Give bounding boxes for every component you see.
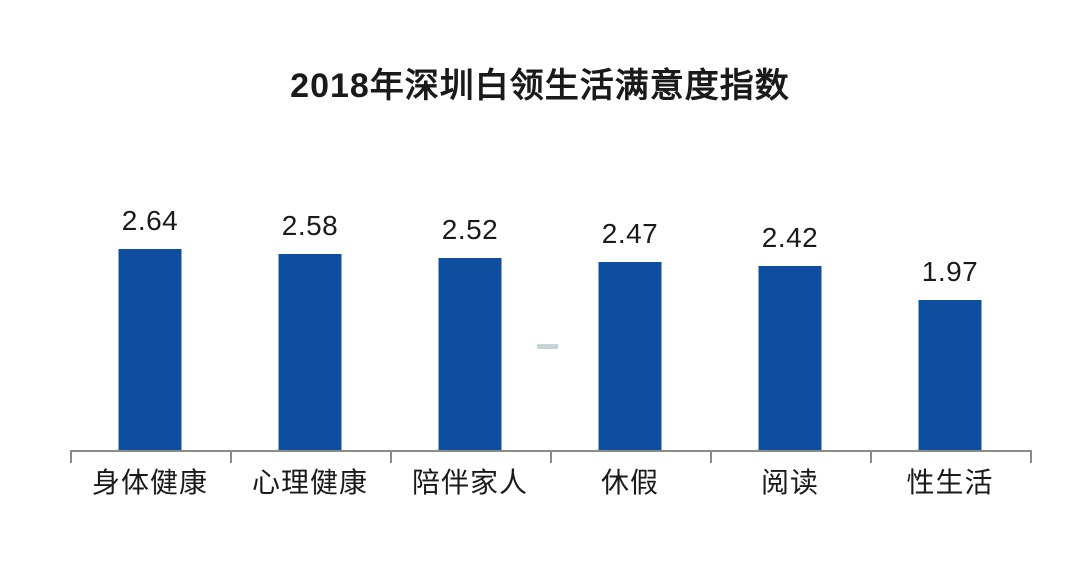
x-axis-tick [550,450,552,463]
bar [598,262,662,450]
bar-group: 2.52 [390,0,550,450]
x-axis-category-label: 阅读 [760,467,819,498]
x-axis-tick [390,450,392,463]
bar-value-label: 2.52 [441,214,499,245]
x-axis-category-label: 身体健康 [91,467,208,498]
bar [118,249,182,450]
bar-value-label: 2.47 [601,218,659,249]
x-axis-category-label: 性生活 [906,467,994,498]
bar-value-label: 2.64 [121,205,179,236]
chart-title: 2018年深圳白领生活满意度指数 [290,67,790,105]
x-axis-category-label: 休假 [600,467,659,498]
bar-group: 2.64 [70,0,230,450]
x-axis-tick [230,450,232,463]
x-axis-tick [710,450,712,463]
x-axis-tick [1030,450,1032,463]
bar-group: 2.42 [710,0,870,450]
bar-value-label: 2.42 [761,222,819,253]
bar-value-label: 2.58 [281,210,339,241]
watermark-artifact [537,344,558,349]
x-axis-tick [870,450,872,463]
bar-group: 2.47 [550,0,710,450]
x-axis-category-label: 陪伴家人 [411,467,528,498]
bar [438,258,502,450]
bar [278,254,342,450]
x-axis-category-label: 心理健康 [251,467,368,498]
bar [918,300,982,450]
bar-group: 1.97 [870,0,1030,450]
bar-group: 2.58 [230,0,390,450]
x-axis-tick [70,450,72,463]
bar [758,266,822,450]
bar-value-label: 1.97 [921,256,979,287]
